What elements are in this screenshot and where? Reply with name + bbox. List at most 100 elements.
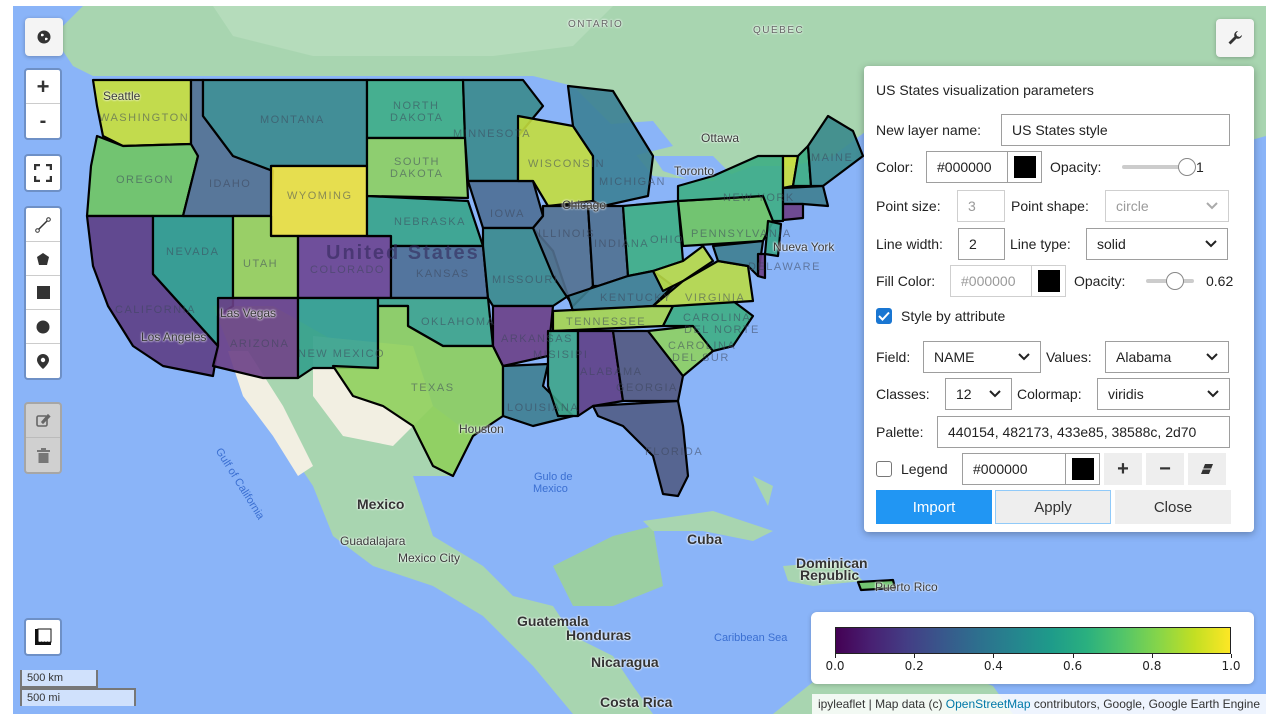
colorbar-tick-label: 0.4 xyxy=(983,659,1003,673)
line-width-input[interactable]: 2 xyxy=(958,228,1005,260)
state-florida xyxy=(591,399,690,498)
draw-toolbar xyxy=(24,206,62,380)
values-value: Alabama xyxy=(1116,349,1172,365)
state-colorado xyxy=(296,234,393,300)
edit-layers-button[interactable] xyxy=(26,404,60,438)
colorbar-gradient xyxy=(835,627,1231,654)
point-size-input[interactable]: 3 xyxy=(957,190,1005,222)
legend-color-picker[interactable] xyxy=(1066,453,1100,485)
opacity-slider[interactable] xyxy=(1122,157,1196,177)
line-type-label: Line type: xyxy=(1010,236,1071,252)
field-select[interactable]: NAME xyxy=(923,341,1041,373)
ruler-icon xyxy=(35,628,52,645)
fill-color-input[interactable]: #000000 xyxy=(950,265,1032,297)
field-value: NAME xyxy=(934,349,975,365)
opacity-label: Opacity: xyxy=(1050,159,1102,175)
fill-color-swatch xyxy=(1037,270,1060,292)
openstreetmap-link[interactable]: OpenStreetMap xyxy=(945,697,1031,711)
palette-input[interactable]: 440154, 482173, 433e85, 38588c, 2d70 xyxy=(937,416,1230,448)
fill-opacity-slider[interactable] xyxy=(1146,271,1194,291)
chevron-down-icon xyxy=(1205,240,1217,248)
colorbar-tick xyxy=(1231,654,1232,658)
vis-params-panel: US States visualization parameters New l… xyxy=(864,66,1254,532)
classes-select[interactable]: 12 xyxy=(945,378,1012,410)
chevron-down-icon xyxy=(1207,390,1219,398)
measure-button[interactable] xyxy=(26,620,60,654)
fill-color-picker[interactable] xyxy=(1032,265,1066,297)
classes-label: Classes: xyxy=(876,386,930,402)
color-label: Color: xyxy=(876,159,914,175)
legend-checkbox[interactable] xyxy=(876,461,892,477)
colorbar-tick xyxy=(1072,654,1074,658)
fullscreen-button[interactable] xyxy=(26,156,60,190)
draw-circle-button[interactable] xyxy=(26,310,60,344)
circle-icon xyxy=(36,320,50,333)
legend-color-swatch xyxy=(1071,458,1094,480)
apply-button[interactable]: Apply xyxy=(995,490,1111,524)
draw-polyline-button[interactable] xyxy=(26,208,60,242)
colorbar-tick xyxy=(1151,654,1153,658)
colorbar-tick-label: 0.8 xyxy=(1142,659,1162,673)
edit-icon xyxy=(35,413,51,427)
line-type-select[interactable]: solid xyxy=(1086,228,1228,260)
legend-label: Legend xyxy=(901,461,948,477)
line-width-label: Line width: xyxy=(876,236,943,252)
state-oregon xyxy=(85,134,200,218)
import-button[interactable]: Import xyxy=(876,490,992,524)
measure-control xyxy=(24,618,62,656)
state-south-dakota xyxy=(365,136,470,200)
close-button[interactable]: Close xyxy=(1115,490,1231,524)
palette-label: Palette: xyxy=(876,424,924,440)
values-label: Values: xyxy=(1046,349,1092,365)
fill-opacity-label: Opacity: xyxy=(1074,273,1126,289)
point-shape-label: Point shape: xyxy=(1011,198,1089,214)
color-picker[interactable] xyxy=(1008,151,1042,183)
state-indiana xyxy=(586,204,630,288)
zoom-out-button[interactable]: - xyxy=(39,109,47,132)
layer-name-input[interactable]: US States style xyxy=(1001,114,1230,146)
fullscreen-control xyxy=(24,154,62,192)
edit-toolbar xyxy=(24,402,62,474)
fill-opacity-slider-knob[interactable] xyxy=(1166,272,1184,290)
colorbar-tick xyxy=(914,654,916,658)
globe-icon xyxy=(37,30,51,44)
attribution-prefix: ipyleaflet | Map data (c) xyxy=(817,697,946,711)
remove-button[interactable]: − xyxy=(1146,453,1184,485)
state-wyoming xyxy=(269,164,369,238)
fullscreen-icon xyxy=(34,164,52,182)
state-puerto-rico xyxy=(856,578,897,592)
colorbar-tick xyxy=(993,654,995,658)
state-arkansas xyxy=(491,304,555,368)
colorbar-tick-label: 0.2 xyxy=(904,659,924,673)
opacity-slider-knob[interactable] xyxy=(1178,158,1196,176)
colormap-value: viridis xyxy=(1108,386,1144,402)
draw-marker-button[interactable] xyxy=(26,344,60,378)
style-by-attribute-checkbox[interactable] xyxy=(876,308,892,324)
scale-mi: 500 mi xyxy=(20,688,136,706)
color-swatch xyxy=(1013,156,1036,178)
draw-rectangle-button[interactable] xyxy=(26,276,60,310)
toolbar-toggle-button[interactable] xyxy=(1216,19,1254,57)
checkmark-icon xyxy=(878,311,890,321)
basemap-button[interactable] xyxy=(25,18,63,56)
clear-button[interactable] xyxy=(1188,453,1226,485)
zoom-control: + - xyxy=(24,68,62,140)
colorbar-tick-label: 1.0 xyxy=(1221,659,1241,673)
state-massachusetts xyxy=(781,184,830,208)
add-button[interactable]: + xyxy=(1104,453,1142,485)
color-input[interactable]: #000000 xyxy=(926,151,1008,183)
eraser-icon xyxy=(1201,464,1213,474)
draw-polygon-button[interactable] xyxy=(26,242,60,276)
attribution: ipyleaflet | Map data (c) OpenStreetMap … xyxy=(811,694,1266,714)
colormap-select[interactable]: viridis xyxy=(1097,378,1230,410)
delete-layers-button[interactable] xyxy=(26,438,60,472)
zoom-in-button[interactable]: + xyxy=(26,70,60,104)
layer-name-label: New layer name: xyxy=(876,122,982,138)
field-label: Field: xyxy=(876,349,911,365)
trash-icon xyxy=(36,447,50,463)
values-select[interactable]: Alabama xyxy=(1105,341,1229,373)
state-connecticut xyxy=(781,202,805,222)
colormap-label: Colormap: xyxy=(1017,386,1082,402)
legend-color-input[interactable]: #000000 xyxy=(962,453,1066,485)
point-shape-select[interactable]: circle xyxy=(1105,190,1229,222)
